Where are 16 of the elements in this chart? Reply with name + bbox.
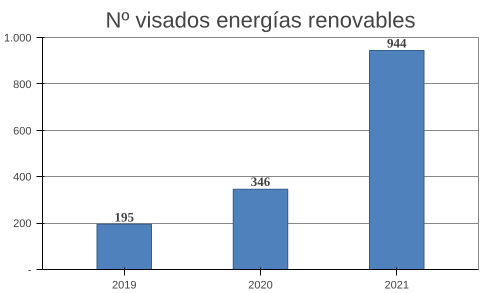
x-tick-label: 2020	[248, 280, 273, 292]
x-tick-label: 2019	[112, 280, 136, 292]
chart-title: Nº visados energías renovables	[105, 8, 416, 32]
bar	[96, 224, 152, 270]
y-tick-label: 1.000	[4, 32, 32, 44]
y-tick-label: 800	[13, 78, 32, 91]
y-tick-label: 400	[13, 172, 32, 184]
y-tick-label: -	[28, 264, 32, 276]
data-label: 346	[250, 174, 271, 190]
y-tick-label: 200	[13, 218, 32, 230]
data-label: 195	[114, 209, 134, 224]
y-tick-label: 600	[13, 125, 32, 138]
bar	[232, 188, 288, 270]
bar	[369, 50, 424, 270]
x-tick-label: 2021	[384, 280, 409, 292]
data-label: 944	[387, 35, 407, 50]
